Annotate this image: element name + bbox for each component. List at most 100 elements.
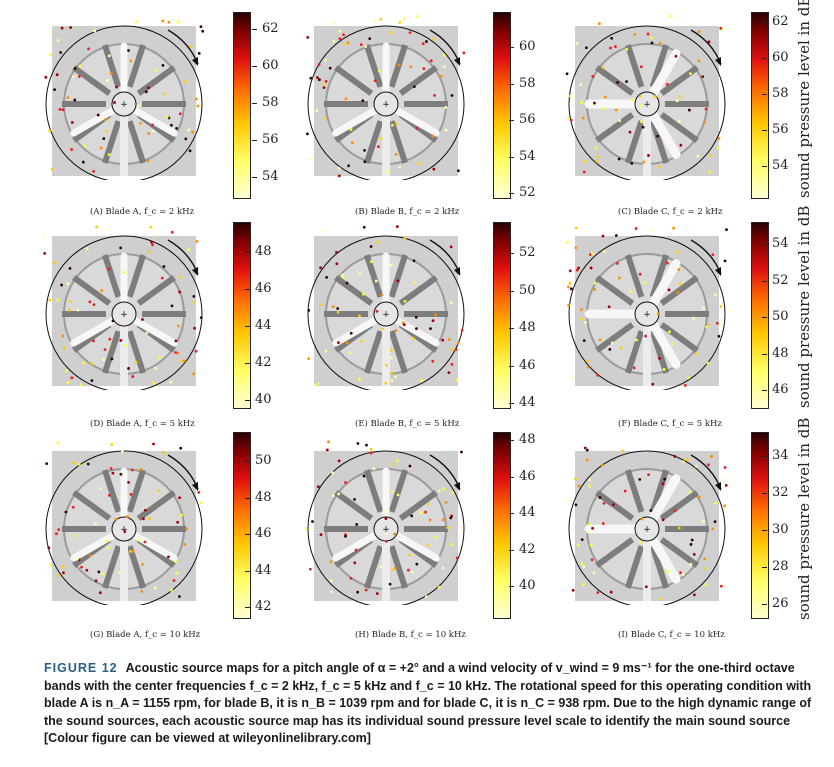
tick-g-2: 46 (245, 526, 272, 541)
source-dot (567, 303, 571, 307)
tick-a-0: 62 (252, 21, 279, 36)
source-map-a: + (40, 12, 208, 180)
source-dot (319, 266, 322, 270)
source-dot (170, 230, 174, 234)
source-dot (619, 346, 623, 350)
source-dot (153, 586, 157, 590)
source-dot (403, 299, 407, 303)
source-dot (598, 496, 602, 499)
tick-f-4: 46 (762, 382, 789, 397)
source-dot (108, 337, 112, 341)
source-dot (411, 336, 415, 340)
source-dot (82, 361, 86, 364)
hub-circle (373, 91, 399, 117)
panel-label-i: (I) Blade C, f_c = 10 kHz (618, 630, 725, 640)
source-dot (601, 522, 605, 525)
source-dot (639, 65, 643, 69)
tunnel-strut (624, 469, 645, 513)
source-dot (337, 492, 341, 496)
source-dot (97, 570, 101, 574)
source-dot (617, 157, 621, 161)
source-dot (356, 442, 360, 445)
source-dot (642, 160, 646, 164)
source-dot (390, 30, 393, 34)
source-dot (386, 170, 390, 174)
hub-circle (373, 301, 399, 327)
source-dot (377, 69, 381, 73)
source-dot (169, 588, 173, 592)
source-dot (577, 266, 580, 270)
source-dot (71, 461, 75, 465)
source-dot (336, 310, 340, 314)
source-dot (650, 228, 653, 232)
source-dot (402, 17, 406, 21)
tunnel-strut (363, 44, 384, 88)
source-dot (656, 134, 659, 138)
source-map-graphic: + (565, 226, 728, 390)
source-dot (370, 260, 373, 264)
source-dot (704, 107, 708, 111)
source-dot (689, 542, 693, 546)
source-dot (673, 455, 677, 458)
tunnel-strut (363, 120, 384, 164)
source-dot (358, 314, 361, 318)
source-dot (179, 446, 183, 450)
source-dot (380, 293, 384, 297)
source-dot (73, 66, 77, 70)
source-dot (415, 562, 419, 566)
source-dot (369, 447, 373, 451)
tunnel-strut (624, 545, 645, 589)
tick-h-2: 44 (509, 505, 536, 520)
source-dot (702, 519, 705, 523)
source-dot (139, 121, 142, 125)
tick-a-3: 56 (252, 132, 279, 147)
tunnel-strut (334, 490, 374, 521)
source-dot (419, 510, 423, 514)
source-dot (111, 471, 115, 475)
source-dot (586, 365, 590, 369)
source-dot (99, 486, 103, 490)
source-dot (714, 501, 718, 505)
source-dot (151, 129, 155, 133)
source-map-i: + (563, 437, 731, 605)
source-map-graphic: + (304, 440, 465, 605)
source-dot (446, 526, 450, 530)
source-dot (70, 121, 74, 124)
source-dot (119, 246, 123, 250)
source-dot (598, 338, 602, 342)
source-dot (585, 359, 589, 363)
source-dot (396, 493, 400, 497)
source-dot (707, 40, 711, 44)
source-dot (679, 571, 682, 575)
source-dot (565, 240, 569, 244)
source-dot (94, 579, 98, 583)
source-dot (568, 269, 572, 273)
source-dot (593, 281, 597, 285)
source-dot (426, 543, 430, 547)
source-dot (574, 246, 578, 250)
tunnel-strut (363, 469, 384, 513)
source-dot (165, 115, 169, 119)
source-dot (614, 45, 617, 48)
source-dot (676, 250, 680, 254)
source-dot (338, 37, 342, 41)
source-dot (723, 478, 727, 482)
source-dot (304, 527, 308, 531)
source-dot (153, 233, 157, 237)
source-map-e: + (302, 222, 470, 390)
source-dot (196, 104, 200, 108)
source-dot (152, 442, 155, 446)
source-dot (394, 152, 398, 156)
source-dot (438, 489, 441, 493)
source-dot (136, 538, 140, 541)
source-dot (372, 467, 376, 471)
colorbar-c (751, 12, 769, 199)
source-dot (373, 19, 377, 23)
source-dot (598, 22, 601, 26)
source-dot (77, 75, 81, 78)
tunnel-strut (101, 44, 122, 88)
source-dot (638, 94, 642, 98)
source-dot (66, 282, 70, 286)
source-dot (390, 123, 394, 127)
source-dot (384, 381, 388, 385)
